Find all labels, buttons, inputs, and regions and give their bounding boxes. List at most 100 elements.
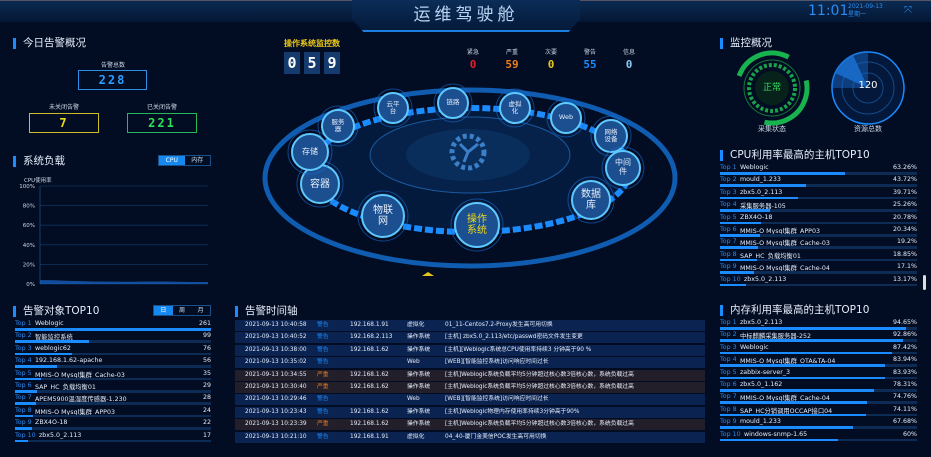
timeline-row[interactable]: 2021-09-13 10:29:46 警告 Web [WEB][智能监控系统]访问响… bbox=[235, 394, 705, 406]
alert-ip: 192.168.1.62 bbox=[350, 421, 389, 428]
tab-memory[interactable]: 内存 bbox=[191, 157, 204, 164]
alert-ip: 192.168.1.91 bbox=[350, 433, 389, 440]
bar-track bbox=[720, 364, 917, 367]
node-halo bbox=[567, 176, 615, 224]
timeline-row[interactable]: 2021-09-13 10:21:10 警告 192.168.1.91 虚拟化 04_4… bbox=[235, 431, 705, 443]
list-item[interactable]: Top 9 ZBX4O-18 22 bbox=[15, 419, 211, 431]
bar-track bbox=[720, 426, 917, 429]
list-item[interactable]: Top 4 192.168.1.62-apache 56 bbox=[15, 357, 211, 369]
alert-message: [主机]Weblogic系统负载平均5分钟超过核心数3倍核心数，系统负载过高 bbox=[445, 371, 634, 378]
tab-cpu[interactable]: CPU bbox=[159, 156, 185, 165]
list-item[interactable]: Top 5 zabbix-server_3 83.93% bbox=[720, 369, 917, 381]
bar-fill bbox=[15, 390, 37, 393]
timeline-row[interactable]: 2021-09-13 10:35:02 警告 Web [WEB][智能监控系统]访问响… bbox=[235, 357, 705, 369]
alert-message: [WEB][智能监控系统]访问响应时间过长 bbox=[445, 359, 549, 366]
list-item[interactable]: Top 5 ZBX4O-18 20.78% bbox=[720, 214, 917, 226]
list-item[interactable]: Top 2 中标麒麟采集服务器-252 92.86% bbox=[720, 331, 917, 343]
page-title: 运维驾驶舱 bbox=[413, 5, 519, 25]
list-item[interactable]: Top 3 zbx5.0_2.113 39.71% bbox=[720, 189, 917, 201]
list-item[interactable]: Top 1 Weblogic 261 bbox=[15, 320, 211, 332]
category-node[interactable] bbox=[317, 105, 359, 147]
rank-label: Top 9 bbox=[720, 263, 737, 271]
list-item[interactable]: Top 10 zbx5.0_2.113 13.17% bbox=[720, 276, 917, 288]
timeline-row[interactable]: 2021-09-13 10:40:52 警告 192.168.2.113 操作系统 [主… bbox=[235, 332, 705, 344]
host-name: zbx5.0_2.113 bbox=[740, 188, 783, 196]
severity-item: 严重 59 bbox=[497, 47, 527, 71]
host-name: Weblogic bbox=[740, 343, 769, 351]
expand-icon[interactable]: ⤧ bbox=[904, 5, 912, 16]
list-item[interactable]: Top 2 mould_1.233 43.72% bbox=[720, 176, 917, 188]
list-item[interactable]: Top 8 MMIS-O Mysql集群_APP03 24 bbox=[15, 407, 211, 419]
list-item[interactable]: Top 6 MMIS-O Mysql集群_APP03 20.34% bbox=[720, 226, 917, 238]
list-item[interactable]: Top 3 Weblogic 87.42% bbox=[720, 344, 917, 356]
list-item[interactable]: Top 5 MMIS-O Mysql集群_Cache-03 35 bbox=[15, 370, 211, 382]
category-node[interactable] bbox=[495, 88, 535, 128]
severity-label: 警告 bbox=[583, 49, 596, 56]
bar-fill bbox=[15, 328, 211, 331]
category-node[interactable] bbox=[590, 115, 632, 157]
list-item[interactable]: Top 7 MMIS-O Mysql集群_Cache-04 74.76% bbox=[720, 393, 917, 405]
timeline-row[interactable]: 2021-09-13 10:30:40 严重 192.168.1.62 操作系统 [主机… bbox=[235, 382, 705, 393]
list-item[interactable]: Top 6 zbx5.0_1.162 78.31% bbox=[720, 381, 917, 393]
alert-time: 2021-09-13 10:30:40 bbox=[245, 384, 307, 390]
timeline-row[interactable]: 2021-09-13 10:40:58 警告 192.168.1.91 虚拟化 01_1… bbox=[235, 320, 705, 331]
list-item[interactable]: Top 2 智能监控系统 99 bbox=[15, 332, 211, 344]
node-circle bbox=[550, 102, 582, 134]
list-item[interactable]: Top 7 APEM5900温湿度传感器-1.230 28 bbox=[15, 394, 211, 406]
alert-top10-title: 告警对象TOP10 bbox=[13, 306, 99, 317]
bar-fill bbox=[720, 401, 868, 404]
bar-track bbox=[15, 352, 211, 356]
category-node[interactable] bbox=[296, 160, 344, 208]
bar-fill bbox=[720, 258, 758, 262]
bar-fill bbox=[720, 438, 839, 442]
category-node[interactable] bbox=[373, 88, 413, 128]
y-tick-label: 60% bbox=[23, 223, 35, 229]
category-node[interactable] bbox=[546, 98, 586, 138]
list-item[interactable]: Top 6 SAP_HC_负载均衡01 29 bbox=[15, 382, 211, 394]
bar-fill bbox=[720, 351, 893, 355]
bar-fill bbox=[720, 426, 854, 429]
list-item[interactable]: Top 9 mould_1.233 67.68% bbox=[720, 418, 917, 430]
collection-status-gauge bbox=[734, 50, 810, 126]
bar-fill bbox=[720, 413, 866, 417]
list-item[interactable]: Top 7 MMIS-O Mysql集群_Cache-03 19.2% bbox=[720, 238, 917, 250]
list-item[interactable]: Top 4 MMIS-O Mysql集群_OTA&TA-04 83.94% bbox=[720, 356, 917, 368]
list-item[interactable]: Top 9 MMIS-O Mysql集群_Cache-04 17.1% bbox=[720, 263, 917, 275]
list-item[interactable]: Top 4 采集服务器-105 25.26% bbox=[720, 201, 917, 213]
list-item[interactable]: Top 1 Weblogic 63.26% bbox=[720, 164, 917, 176]
value: 87.42% bbox=[892, 343, 917, 351]
category-node[interactable] bbox=[450, 198, 504, 252]
clock-time: 11:01 bbox=[808, 3, 849, 19]
rank-label: Top 10 bbox=[15, 431, 36, 439]
timeline-row[interactable]: 2021-09-13 10:34:55 严重 192.168.1.62 操作系统 [主机… bbox=[235, 369, 705, 381]
alert-message: [主机][Weblogic系统总CPU使用率持续3 分钟高于90 % bbox=[445, 346, 592, 353]
list-item[interactable]: Top 1 zbx5.0_2.113 94.65% bbox=[720, 319, 917, 331]
category-node[interactable] bbox=[357, 190, 409, 242]
timeline-row[interactable]: 2021-09-13 10:38:00 警告 192.168.1.62 操作系统 [主机… bbox=[235, 344, 705, 356]
closed-alerts-label: 已关闭告警 bbox=[146, 104, 177, 111]
list-item[interactable]: Top 3 weblogic62 76 bbox=[15, 345, 211, 357]
list-item[interactable]: Top 10 zbx5.0_2.113 17 bbox=[15, 432, 211, 444]
list-item[interactable]: Top 10 windows-snmp-1.65 60% bbox=[720, 431, 917, 443]
category-node[interactable] bbox=[433, 83, 473, 123]
value: 60% bbox=[903, 430, 917, 438]
value: 13.17% bbox=[892, 275, 917, 283]
scrollbar[interactable] bbox=[923, 275, 926, 290]
alert-time: 2021-09-13 10:40:52 bbox=[245, 334, 307, 341]
tab-month[interactable]: 月 bbox=[197, 307, 204, 314]
timeline-row[interactable]: 2021-09-13 10:23:39 严重 192.168.1.62 操作系统 [主机… bbox=[235, 419, 705, 431]
timeline-row[interactable]: 2021-09-13 10:23:43 警告 192.168.1.62 操作系统 [主机… bbox=[235, 406, 705, 418]
bar-track bbox=[720, 339, 917, 342]
category-node[interactable] bbox=[567, 176, 615, 224]
digit: 0 bbox=[284, 52, 300, 74]
rank-label: Top 1 bbox=[720, 319, 737, 326]
category-node[interactable] bbox=[601, 146, 645, 190]
list-item[interactable]: Top 8 SAP_HC_负载均衡01 18.85% bbox=[720, 251, 917, 263]
rank-label: Top 5 bbox=[15, 369, 32, 377]
tab-day[interactable]: 日 bbox=[154, 306, 173, 315]
category-node[interactable] bbox=[287, 129, 333, 175]
tab-week[interactable]: 周 bbox=[179, 307, 186, 314]
rank-label: Top 8 bbox=[720, 405, 737, 413]
rank-label: Top 2 bbox=[720, 331, 737, 339]
list-item[interactable]: Top 8 SAP_HC分销调用OCCAP接口04 74.11% bbox=[720, 406, 917, 418]
